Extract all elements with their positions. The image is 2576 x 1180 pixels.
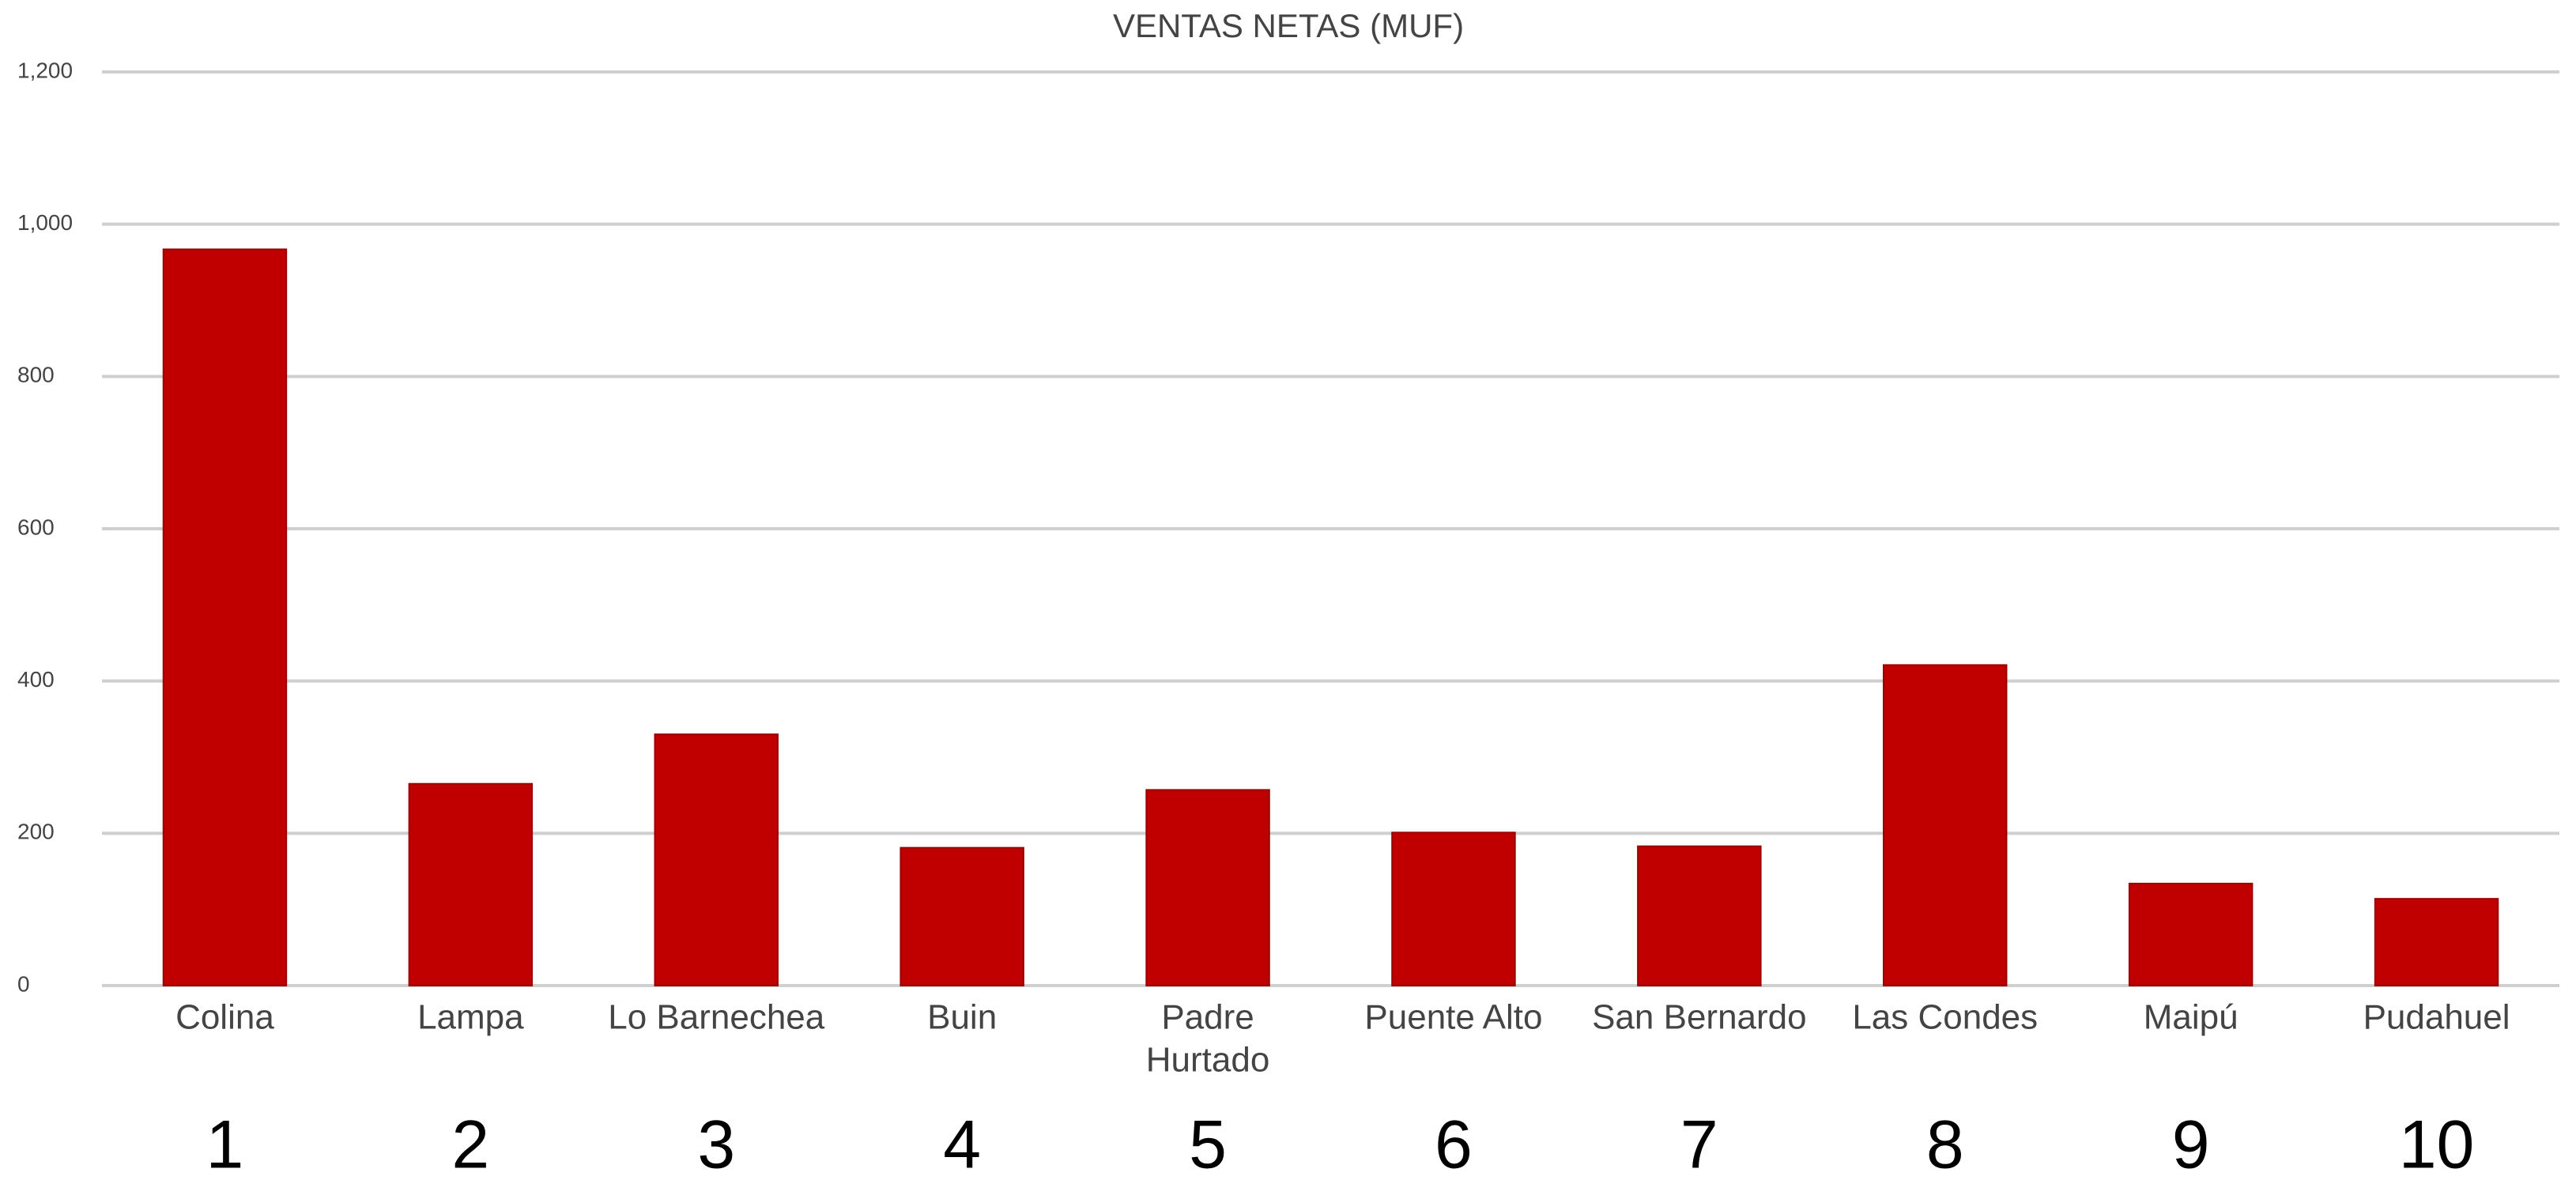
bar [1637, 845, 1762, 986]
y-tick-label: 800 [17, 363, 55, 387]
bar [162, 248, 288, 986]
x-tick-label: Padre [1161, 998, 1254, 1037]
x-tick-label: Las Condes [1852, 998, 2038, 1037]
y-tick-label: 1,200 [17, 58, 73, 82]
x-tick-label: Colina [175, 998, 274, 1037]
bar [900, 846, 1024, 987]
rank-label: 2 [451, 1107, 489, 1180]
x-tick-label: Maipú [2144, 998, 2238, 1037]
x-tick-label: San Bernardo [1592, 998, 1807, 1037]
bar [654, 733, 779, 986]
rank-label: 8 [1926, 1107, 1964, 1180]
x-tick-label: Lo Barnechea [608, 998, 825, 1037]
x-tick-label: Hurtado [1146, 1041, 1270, 1080]
rank-label: 10 [2399, 1107, 2475, 1180]
bar [408, 782, 534, 987]
bar [1145, 789, 1270, 986]
rank-label: 1 [206, 1107, 244, 1180]
y-tick-label: 200 [17, 820, 55, 844]
y-tick-label: 1,000 [17, 210, 73, 235]
x-tick-label: Pudahuel [2363, 998, 2510, 1037]
rank-label: 6 [1435, 1107, 1473, 1180]
chart-title: VENTAS NETAS (MUF) [1113, 7, 1464, 44]
x-tick-label: Lampa [417, 998, 524, 1037]
bar [2128, 882, 2254, 986]
rank-label: 3 [697, 1107, 735, 1180]
bar [2374, 898, 2499, 987]
rank-label: 5 [1189, 1107, 1227, 1180]
rank-label: 9 [2172, 1107, 2210, 1180]
bar [1391, 831, 1516, 986]
rank-label: 4 [943, 1107, 981, 1180]
bar [1883, 664, 2008, 986]
x-tick-label: Puente Alto [1364, 998, 1542, 1037]
y-tick-label: 0 [17, 971, 30, 996]
x-tick-label: Buin [927, 998, 997, 1037]
y-tick-label: 600 [17, 515, 55, 539]
y-tick-label: 400 [17, 667, 55, 692]
rank-label: 7 [1680, 1107, 1718, 1180]
